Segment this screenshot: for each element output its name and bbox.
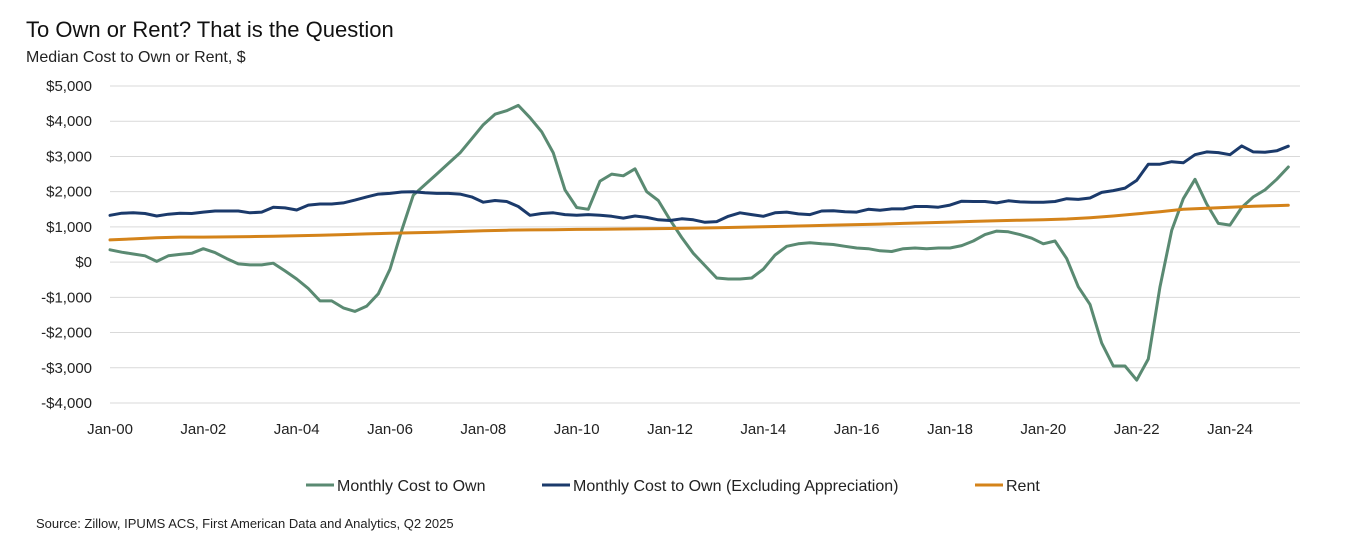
- y-tick-label: -$2,000: [41, 325, 92, 342]
- chart-source: Source: Zillow, IPUMS ACS, First America…: [36, 516, 454, 531]
- x-tick-label: Jan-16: [834, 421, 880, 438]
- chart-subtitle: Median Cost to Own or Rent, $: [26, 49, 246, 66]
- legend-label-0: Monthly Cost to Own: [337, 478, 486, 495]
- legend-label-2: Rent: [1006, 478, 1040, 495]
- x-tick-label: Jan-02: [180, 421, 226, 438]
- series-lines: [108, 103, 1290, 382]
- y-tick-label: $1,000: [46, 219, 92, 236]
- y-tick-label: $4,000: [46, 113, 92, 130]
- x-tick-label: Jan-18: [927, 421, 973, 438]
- y-tick-label: -$3,000: [41, 360, 92, 377]
- x-tick-label: Jan-00: [87, 421, 133, 438]
- series-line-2: [108, 203, 1290, 242]
- y-tick-label: -$4,000: [41, 395, 92, 412]
- gridlines: [110, 85, 1300, 404]
- series-line-0: [108, 103, 1290, 382]
- x-tick-label: Jan-14: [740, 421, 786, 438]
- x-tick-label: Jan-24: [1207, 421, 1253, 438]
- legend-label-1: Monthly Cost to Own (Excluding Appreciat…: [573, 478, 898, 495]
- legend: Monthly Cost to Own Monthly Cost to Own (…: [306, 478, 1040, 495]
- y-tick-label: $0: [75, 254, 92, 271]
- series-line-1: [108, 144, 1290, 224]
- x-tick-label: Jan-22: [1114, 421, 1160, 438]
- y-tick-label: -$1,000: [41, 289, 92, 306]
- x-tick-label: Jan-04: [274, 421, 320, 438]
- x-tick-label: Jan-08: [460, 421, 506, 438]
- chart-title: To Own or Rent? That is the Question: [26, 17, 394, 42]
- x-tick-label: Jan-12: [647, 421, 693, 438]
- x-tick-label: Jan-06: [367, 421, 413, 438]
- y-tick-label: $3,000: [46, 148, 92, 165]
- y-axis: $5,000 $4,000 $3,000 $2,000 $1,000 $0 -$1,000 -…: [41, 78, 92, 412]
- x-tick-label: Jan-20: [1020, 421, 1066, 438]
- x-axis: Jan-00 Jan-02 Jan-04 Jan-06 Jan-08 Jan-10 Jan-…: [87, 421, 1253, 438]
- y-tick-label: $5,000: [46, 78, 92, 95]
- y-tick-label: $2,000: [46, 184, 92, 201]
- x-tick-label: Jan-10: [554, 421, 600, 438]
